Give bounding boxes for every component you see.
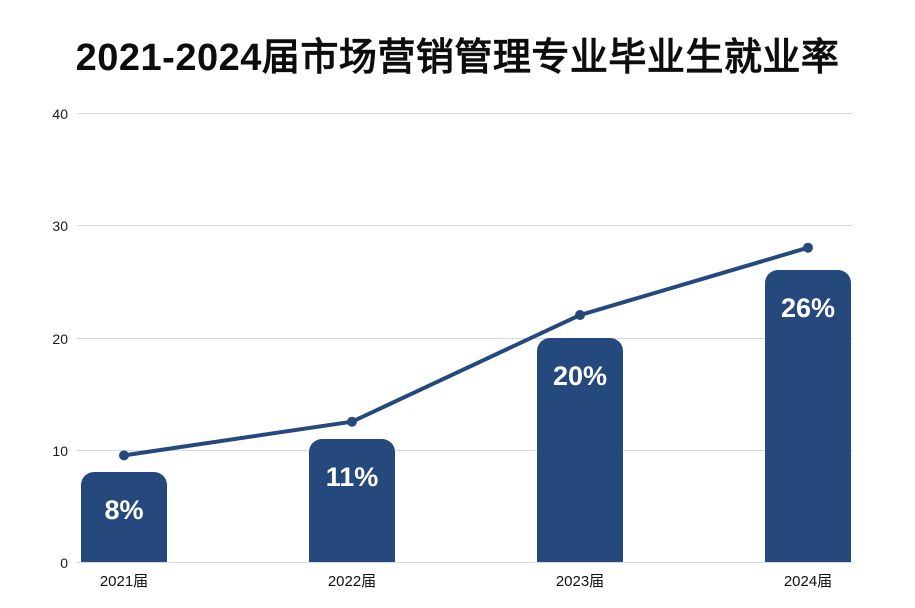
gridline-20 [77,337,853,339]
trend-line [122,245,810,458]
bar-value-label-2023届: 20% [552,360,608,391]
bar-2024届: 26% [765,270,851,562]
bar-2022届: 11% [309,438,395,562]
x-tick-label-2024届: 2024届 [783,573,833,590]
y-tick-label-30: 30 [52,218,68,235]
bar-2021届: 8% [81,472,167,562]
y-tick-label-40: 40 [52,106,68,122]
y-tick-label-20: 20 [52,330,68,347]
y-tick-label-0: 0 [60,555,68,571]
line-marker-2021届 [119,450,129,461]
bar-value-label-2021届: 8% [104,495,144,526]
line-marker-2023届 [575,310,585,321]
bar-value-label-2022届: 11% [325,461,379,492]
bar-2023届: 20% [537,337,623,562]
gridline-0 [77,562,853,563]
bar-value-label-2024届: 26% [780,293,836,324]
x-tick-label-2021届: 2021届 [99,573,149,590]
x-tick-label-2023届: 2023届 [555,573,605,590]
y-tick-label-10: 10 [52,442,68,459]
gridline-30 [77,225,853,227]
chart-title: 2021-2024届市场营销管理专业毕业生就业率 [75,37,840,79]
gridline-40 [77,113,853,114]
line-marker-2024届 [803,242,813,253]
line-marker-2022届 [347,416,357,427]
gridline-10 [77,449,853,451]
x-tick-label-2022届: 2022届 [327,573,377,590]
